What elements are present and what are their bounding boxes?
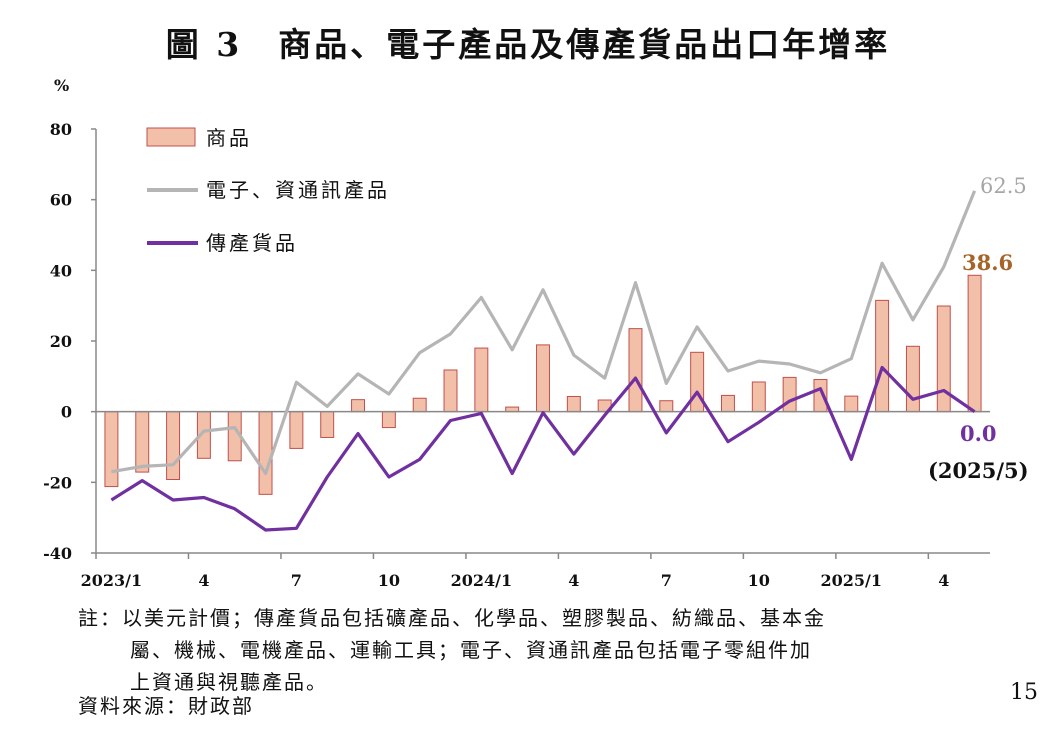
annotation-traditional-last: 0.0 (960, 421, 997, 446)
y-tick-label: 20 (50, 332, 72, 351)
line-electronics (111, 190, 977, 476)
bar-goods (320, 411, 335, 438)
bar-goods (536, 344, 550, 413)
bar-goods (412, 397, 427, 413)
bar-goods (381, 411, 396, 429)
legend-label-goods: 商品 (206, 126, 252, 150)
bar-goods (104, 411, 119, 488)
bar-goods (474, 347, 489, 413)
footnote-line-2: 屬、機械、電機產品、運輸工具；電子、資通訊產品包括電子零組件加 (130, 638, 812, 662)
annotation-period: (2025/5) (928, 458, 1029, 483)
annotation-electronics-last: 62.5 (980, 174, 1027, 198)
y-tick-label: -40 (43, 544, 72, 563)
bar-goods (135, 411, 150, 473)
x-tick-label: 4 (568, 571, 579, 590)
bar-goods (258, 411, 273, 495)
x-tick-label: 10 (748, 571, 770, 590)
y-tick-label: 40 (50, 261, 72, 280)
bar-goods (782, 376, 797, 413)
x-tick-label: 2023/1 (81, 571, 143, 590)
bar-goods (628, 328, 643, 413)
line-traditional (110, 365, 976, 532)
y-axis: 80 60 40 20 0 -20 -40 (43, 120, 97, 563)
chart-title: 圖 3 商品、電子產品及傳產貨品出口年增率 (165, 25, 891, 64)
bar-goods (844, 395, 859, 413)
legend-label-traditional: 傳產貨品 (206, 231, 298, 255)
annotation-goods-last: 38.6 (962, 250, 1013, 275)
bar-goods (166, 411, 181, 481)
bar-goods (659, 400, 674, 413)
x-tick-label: 10 (378, 571, 400, 590)
x-tick-label: 4 (938, 571, 949, 590)
chart-canvas: 80 60 40 20 0 -20 -40 2023/1 4 7 10 2024/1 4 7 10 2025… (43, 120, 1029, 590)
bar-goods (936, 305, 951, 413)
bar-goods (289, 411, 304, 449)
x-tick-label: 7 (661, 571, 672, 590)
x-tick-label: 4 (198, 571, 209, 590)
bar-goods (751, 381, 766, 413)
page-number: 15 (1010, 680, 1038, 705)
legend: 商品 電子、資通訊產品 傳產貨品 (146, 126, 390, 255)
y-tick-label: 80 (50, 120, 72, 139)
line-series-group (110, 190, 977, 532)
data-source: 資料來源：財政部 (78, 694, 254, 718)
bar-goods (905, 345, 920, 413)
bar-goods (443, 369, 458, 413)
x-tick-label: 2025/1 (821, 571, 883, 590)
bar-goods (720, 394, 735, 413)
y-tick-label: 0 (61, 403, 72, 422)
x-axis: 2023/1 4 7 10 2024/1 4 7 10 2025/1 4 (81, 552, 990, 590)
footnote-line-1: 註：以美元計價；傳產貨品包括礦產品、化學品、塑膠製品、紡織品、基本金 (78, 606, 826, 630)
y-axis-unit: % (54, 76, 70, 95)
footnote: 註：以美元計價；傳產貨品包括礦產品、化學品、塑膠製品、紡織品、基本金 屬、機械、… (78, 602, 826, 698)
footnote-line-3: 上資通與視聽產品。 (130, 670, 328, 694)
bar-series-goods (104, 274, 982, 495)
legend-swatch-goods (146, 127, 196, 147)
y-tick-label: 60 (50, 191, 72, 210)
bar-goods (875, 299, 890, 413)
bar-goods (690, 351, 705, 413)
bar-goods (967, 274, 982, 413)
y-tick-label: -20 (43, 473, 72, 492)
legend-label-electronics: 電子、資通訊產品 (206, 178, 390, 202)
x-tick-label: 7 (291, 571, 302, 590)
x-tick-label: 2024/1 (451, 571, 513, 590)
bar-goods (566, 395, 581, 413)
bar-goods (351, 399, 366, 413)
